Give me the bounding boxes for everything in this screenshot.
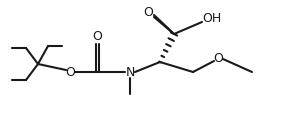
Text: O: O (213, 53, 223, 65)
Text: O: O (92, 29, 102, 43)
Text: OH: OH (202, 13, 222, 25)
Text: O: O (65, 65, 75, 79)
Text: N: N (125, 65, 135, 79)
Text: O: O (143, 6, 153, 18)
